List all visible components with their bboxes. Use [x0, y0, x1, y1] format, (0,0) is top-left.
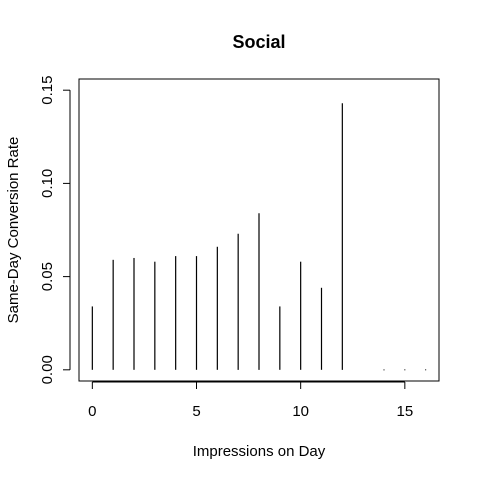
x-tick-label: 15 [396, 403, 413, 420]
y-axis-label: Same-Day Conversion Rate [5, 137, 22, 324]
y-tick-label: 0.00 [39, 355, 56, 384]
x-tick-label: 0 [88, 403, 96, 420]
data-series [91, 103, 427, 371]
x-axis-label: Impressions on Day [193, 443, 326, 460]
x-axis: 0 5 10 15 [88, 381, 413, 420]
y-tick-label: 0.10 [39, 169, 56, 198]
y-tick-label: 0.15 [39, 76, 56, 105]
x-tick-label: 5 [192, 403, 200, 420]
plot-frame [78, 78, 440, 382]
chart-title: Social [232, 32, 285, 52]
y-axis: 0.00 0.05 0.10 0.15 [39, 76, 71, 384]
x-tick-label: 10 [292, 403, 309, 420]
y-tick-label: 0.05 [39, 262, 56, 291]
